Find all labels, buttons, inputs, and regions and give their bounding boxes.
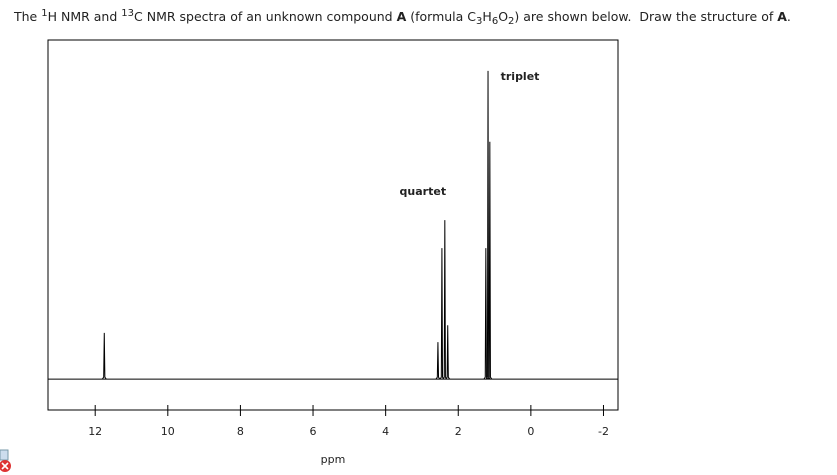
x-axis-label: ppm [321, 453, 346, 466]
x-tick-label: -2 [598, 425, 609, 438]
error-icon [0, 449, 11, 472]
annotation: triplet [501, 70, 540, 83]
x-tick-label: 6 [310, 425, 317, 438]
question-text: 1 [41, 8, 48, 19]
question-text: A [396, 9, 407, 24]
peak [487, 141, 493, 380]
peak [101, 332, 107, 380]
question-text: 2 [508, 16, 515, 27]
peak [445, 325, 451, 380]
question-text: C NMR spectra of an unknown compound [134, 9, 397, 24]
question-text: 3 [476, 16, 483, 27]
annotation: quartet [400, 185, 447, 198]
peak [435, 342, 441, 380]
question-text: ) are shown below. Draw the structure of [514, 9, 778, 24]
question-text: O [498, 9, 509, 24]
x-tick-label: 2 [455, 425, 462, 438]
x-tick-label: 10 [161, 425, 175, 438]
question: The 1H NMR and 13C NMR spectra of an unk… [14, 8, 791, 27]
x-tick-label: 8 [237, 425, 244, 438]
x-tick-label: 4 [382, 425, 389, 438]
question-text: The [14, 9, 42, 24]
question-text: 13 [121, 8, 135, 19]
x-tick-label: 12 [88, 425, 102, 438]
plot-frame [47, 39, 619, 411]
question-text: H NMR and [47, 9, 122, 24]
peak [439, 248, 445, 380]
peak [442, 220, 448, 380]
question-text: A [777, 9, 787, 24]
question-text: (formula C [406, 9, 477, 24]
question-text: . [786, 9, 791, 24]
x-tick-label: 0 [527, 425, 534, 438]
question-text: 6 [491, 16, 499, 27]
question-text: H [482, 9, 492, 24]
